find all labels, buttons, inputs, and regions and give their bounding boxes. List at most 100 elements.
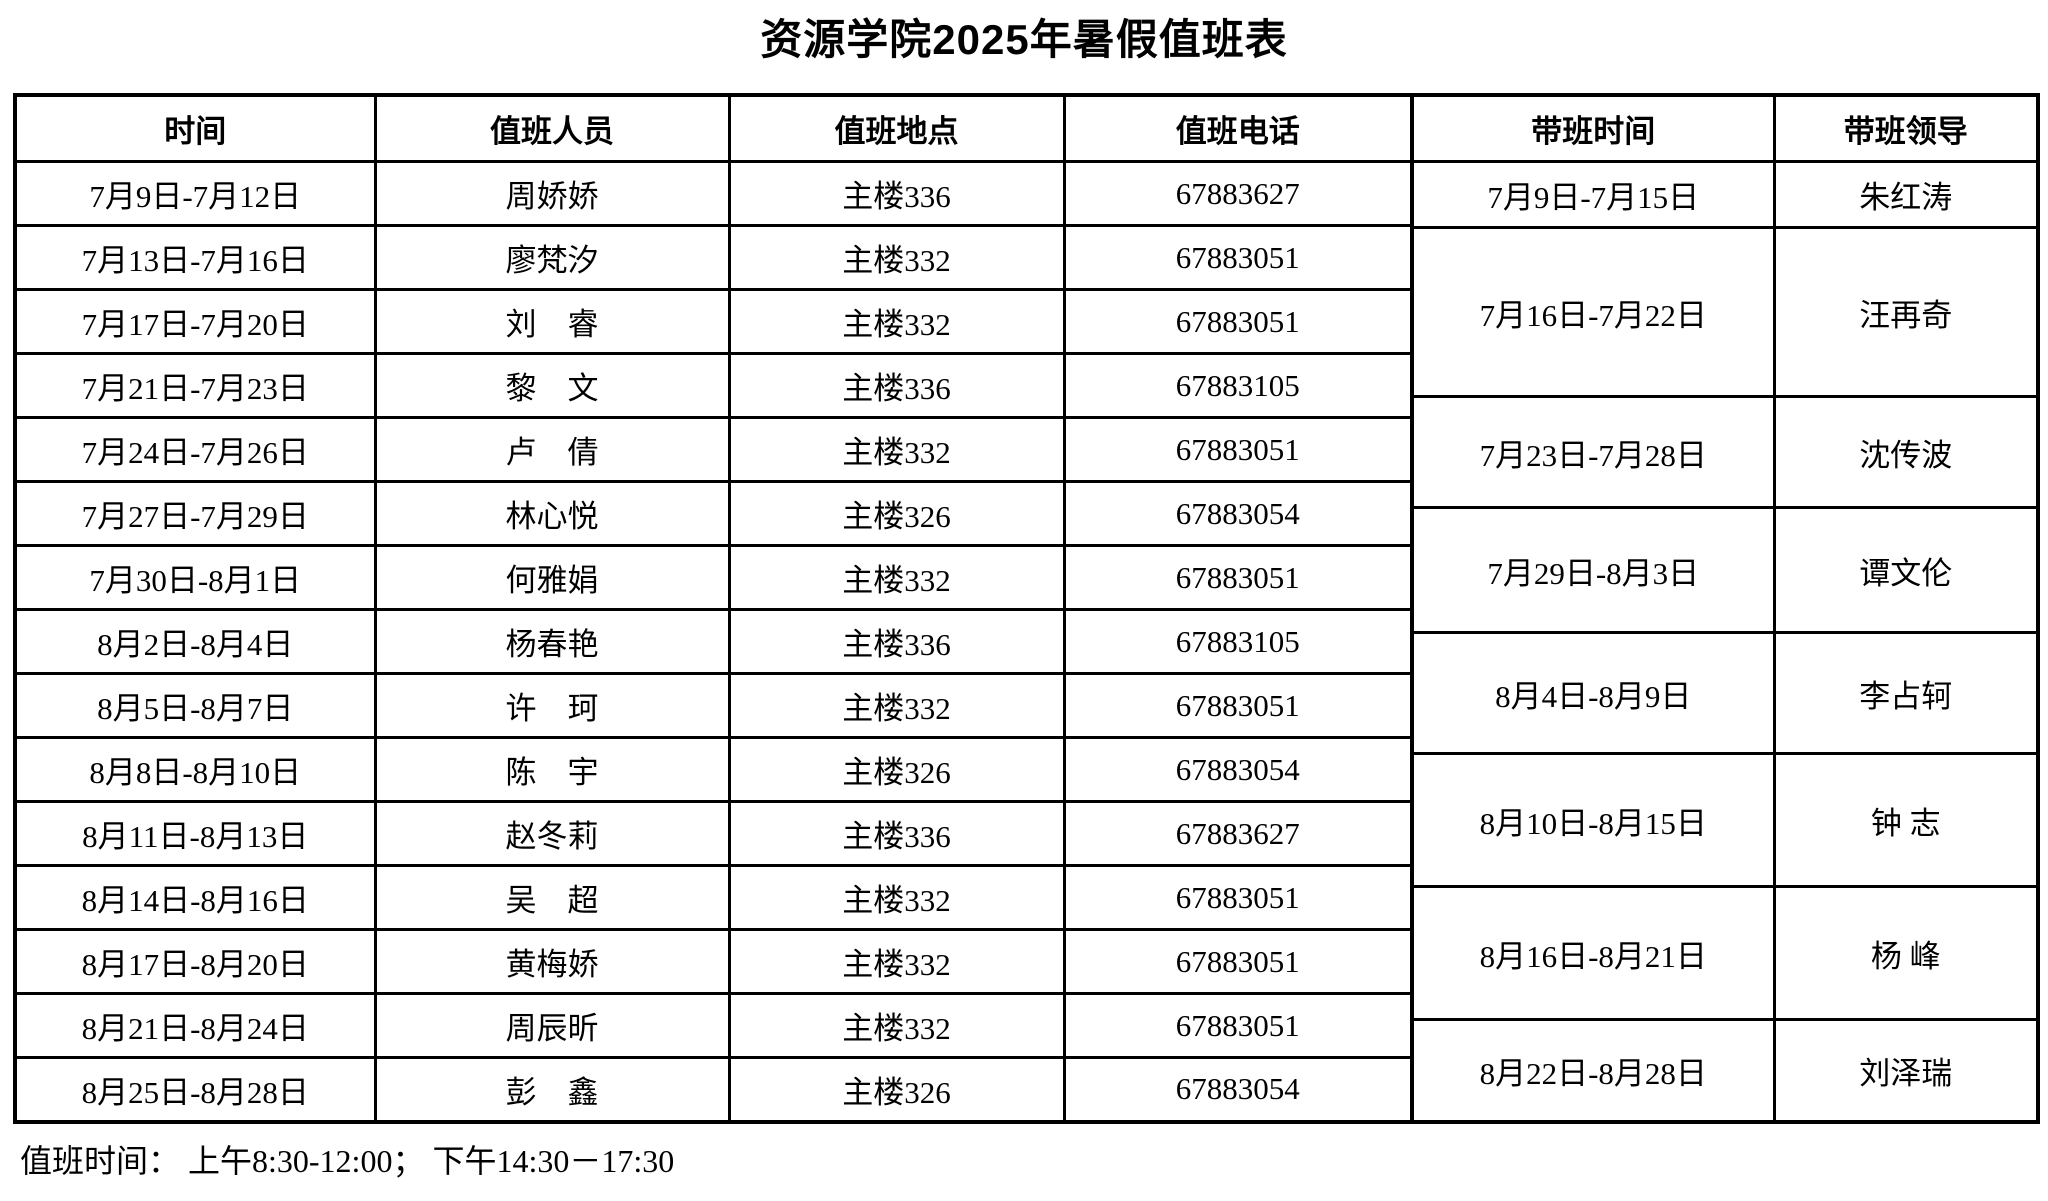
leader-row: 8月4日-8月9日 李占轲 [1410, 631, 2040, 755]
duty-cell-time: 8月17日-8月20日 [13, 928, 377, 995]
duty-cell-time: 7月30日-8月1日 [13, 544, 377, 611]
leader-header-row: 带班时间 带班领导 [1410, 93, 2040, 163]
duty-cell-person: 刘 睿 [373, 288, 731, 355]
leader-cell-time: 7月23日-7月28日 [1410, 395, 1776, 509]
duty-cell-time: 8月14日-8月16日 [13, 864, 377, 931]
duty-cell-location: 主楼332 [727, 288, 1066, 355]
leader-cell-name: 汪再奇 [1772, 226, 2040, 398]
duty-cell-time: 8月11日-8月13日 [13, 800, 377, 867]
footer-note: 值班时间： 上午8:30-12:00； 下午14:30－17:30 [20, 1143, 675, 1179]
duty-cell-phone: 67883051 [1062, 928, 1414, 995]
leader-row: 8月22日-8月28日 刘泽瑞 [1410, 1018, 2040, 1123]
duty-row: 7月17日-7月20日刘 睿主楼332 67883051 [13, 288, 1414, 355]
duty-cell-person: 赵冬莉 [373, 800, 731, 867]
header-phone: 值班电话 [1062, 93, 1414, 163]
duty-cell-person: 陈 宇 [373, 736, 731, 803]
duty-row: 8月11日-8月13日 赵冬莉 主楼336 67883627 [13, 800, 1414, 867]
duty-cell-phone: 67883054 [1062, 736, 1414, 803]
duty-cell-time: 8月25日-8月28日 [13, 1056, 377, 1123]
duty-cell-phone: 67883051 [1062, 672, 1414, 739]
duty-header-row: 时间 值班人员 值班地点 值班电话 [13, 93, 1414, 163]
duty-cell-time: 8月8日-8月10日 [13, 736, 377, 803]
duty-cell-location: 主楼336 [727, 352, 1066, 419]
duty-cell-time: 7月24日-7月26日 [13, 416, 377, 483]
leader-row: 7月23日-7月28日 沈传波 [1410, 395, 2040, 509]
duty-cell-location: 主楼332 [727, 672, 1066, 739]
leader-cell-time: 8月16日-8月21日 [1410, 885, 1776, 1021]
leader-cell-time: 7月9日-7月15日 [1410, 160, 1776, 229]
leader-cell-name: 钟 志 [1772, 752, 2040, 888]
page-title: 资源学院2025年暑假值班表 [760, 16, 1288, 63]
leader-cell-time: 7月29日-8月3日 [1410, 506, 1776, 634]
duty-cell-location: 主楼332 [727, 864, 1066, 931]
duty-cell-time: 7月27日-7月29日 [13, 480, 377, 547]
duty-row: 8月21日-8月24日 周辰昕 主楼332 67883051 [13, 992, 1414, 1059]
leader-row: 7月16日-7月22日 汪再奇 [1410, 226, 2040, 398]
duty-roster-table: 时间 值班人员 值班地点 值班电话 7月9日-7月12日 周娇娇 主楼336 6788… [13, 93, 1414, 1124]
leader-cell-name: 朱红涛 [1772, 160, 2040, 229]
duty-cell-phone: 67883105 [1062, 352, 1414, 419]
duty-cell-phone: 67883051 [1062, 544, 1414, 611]
duty-cell-person: 廖梵汐 [373, 224, 731, 291]
duty-cell-phone: 67883051 [1062, 224, 1414, 291]
duty-cell-time: 8月21日-8月24日 [13, 992, 377, 1059]
leader-row: 8月10日-8月15日钟 志 [1410, 752, 2040, 888]
duty-cell-location: 主楼336 [727, 800, 1066, 867]
header-leader-time: 带班时间 [1410, 93, 1776, 163]
duty-row: 7月9日-7月12日 周娇娇 主楼336 67883627 [13, 160, 1414, 227]
leader-cell-time: 8月22日-8月28日 [1410, 1018, 1776, 1123]
duty-cell-time: 8月2日-8月4日 [13, 608, 377, 675]
leader-cell-name: 谭文伦 [1772, 506, 2040, 634]
duty-cell-person: 黄梅娇 [373, 928, 731, 995]
duty-cell-person: 周娇娇 [373, 160, 731, 227]
leader-row: 8月16日-8月21日杨 峰 [1410, 885, 2040, 1021]
duty-cell-phone: 67883051 [1062, 416, 1414, 483]
duty-cell-location: 主楼326 [727, 1056, 1066, 1123]
leader-cell-name: 李占轲 [1772, 631, 2040, 755]
duty-cell-location: 主楼336 [727, 608, 1066, 675]
duty-cell-phone: 67883051 [1062, 992, 1414, 1059]
duty-cell-phone: 67883054 [1062, 1056, 1414, 1123]
leader-cell-name: 杨 峰 [1772, 885, 2040, 1021]
duty-cell-person: 何雅娟 [373, 544, 731, 611]
duty-row: 8月5日-8月7日许 珂主楼332 67883051 [13, 672, 1414, 739]
duty-row: 8月2日-8月4日 杨春艳 主楼336 67883105 [13, 608, 1414, 675]
duty-cell-location: 主楼332 [727, 544, 1066, 611]
header-location: 值班地点 [727, 93, 1066, 163]
duty-cell-time: 7月21日-7月23日 [13, 352, 377, 419]
duty-row: 7月13日-7月16日 廖梵汐 主楼332 67883051 [13, 224, 1414, 291]
duty-cell-location: 主楼332 [727, 224, 1066, 291]
duty-cell-person: 彭 鑫 [373, 1056, 731, 1123]
duty-row: 7月30日-8月1日 何雅娟 主楼332 67883051 [13, 544, 1414, 611]
duty-cell-phone: 67883105 [1062, 608, 1414, 675]
leader-cell-time: 8月4日-8月9日 [1410, 631, 1776, 755]
duty-cell-location: 主楼332 [727, 928, 1066, 995]
duty-row: 7月27日-7月29日 林心悦 主楼326 67883054 [13, 480, 1414, 547]
duty-cell-person: 许 珂 [373, 672, 731, 739]
duty-cell-location: 主楼332 [727, 992, 1066, 1059]
duty-cell-phone: 67883627 [1062, 160, 1414, 227]
leader-row: 7月9日-7月15日 朱红涛 [1410, 160, 2040, 229]
duty-cell-phone: 67883051 [1062, 864, 1414, 931]
duty-cell-location: 主楼336 [727, 160, 1066, 227]
duty-cell-location: 主楼326 [727, 480, 1066, 547]
duty-cell-location: 主楼332 [727, 416, 1066, 483]
header-person: 值班人员 [373, 93, 731, 163]
duty-row: 8月8日-8月10日陈 宇主楼326 67883054 [13, 736, 1414, 803]
duty-cell-time: 7月13日-7月16日 [13, 224, 377, 291]
duty-cell-person: 林心悦 [373, 480, 731, 547]
duty-row: 7月21日-7月23日黎 文主楼336 67883105 [13, 352, 1414, 419]
duty-cell-person: 卢 倩 [373, 416, 731, 483]
duty-cell-phone: 67883051 [1062, 288, 1414, 355]
duty-cell-time: 8月5日-8月7日 [13, 672, 377, 739]
duty-row: 7月24日-7月26日卢 倩主楼332 67883051 [13, 416, 1414, 483]
duty-cell-person: 吴 超 [373, 864, 731, 931]
leader-cell-time: 8月10日-8月15日 [1410, 752, 1776, 888]
duty-cell-phone: 67883054 [1062, 480, 1414, 547]
duty-row: 8月17日-8月20日 黄梅娇 主楼332 67883051 [13, 928, 1414, 995]
leader-table: 带班时间 带班领导 7月9日-7月15日 朱红涛 7月16日-7月22日 汪再奇 7月2… [1410, 93, 2040, 1124]
duty-row: 8月25日-8月28日彭 鑫主楼326 67883054 [13, 1056, 1414, 1123]
duty-cell-person: 杨春艳 [373, 608, 731, 675]
leader-cell-name: 沈传波 [1772, 395, 2040, 509]
